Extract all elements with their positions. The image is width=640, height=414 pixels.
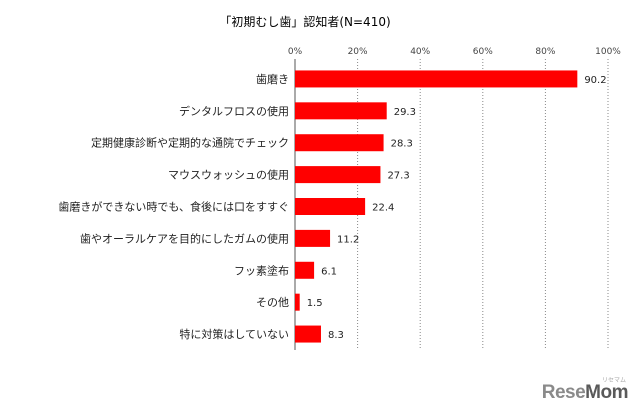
watermark-subtitle: リセマム <box>601 377 626 384</box>
bar <box>295 325 321 343</box>
value-label: 1.5 <box>307 298 323 309</box>
value-label: 27.3 <box>387 171 409 182</box>
category-label: 歯やオーラルケアを目的にしたガムの使用 <box>80 231 289 245</box>
category-label: 特に対策はしていない <box>179 327 289 341</box>
chart-title: 「初期むし歯」認知者(N=410) <box>219 14 390 29</box>
x-tick-label: 60% <box>473 47 493 57</box>
category-label: その他 <box>256 296 289 309</box>
category-label: マウスウォッシュの使用 <box>168 169 289 182</box>
value-label: 6.1 <box>321 266 337 277</box>
bar <box>295 70 578 88</box>
category-labels: 歯磨きデンタルフロスの使用定期健康診断や定期的な通院でチェックマウスウォッシュの… <box>58 73 289 341</box>
value-label: 8.3 <box>328 330 344 341</box>
category-label: デンタルフロスの使用 <box>179 104 289 118</box>
bar <box>295 261 315 279</box>
value-label: 22.4 <box>372 203 394 214</box>
x-tick-label: 40% <box>410 47 430 57</box>
x-tick-label: 100% <box>595 47 621 57</box>
value-label: 29.3 <box>394 107 416 118</box>
category-label: フッ素塗布 <box>234 263 289 277</box>
bar <box>295 166 381 184</box>
x-tick-label: 0% <box>288 47 303 57</box>
x-tick-labels: 0% 20% 40% 60% 80% 100% <box>288 47 621 57</box>
category-label: 定期健康診断や定期的な通院でチェック <box>91 136 289 150</box>
bar <box>295 102 387 120</box>
value-labels: 90.2 29.3 28.3 27.3 22.4 11.2 6.1 1.5 8.3 <box>307 75 607 341</box>
x-tick-label: 20% <box>348 47 368 57</box>
resemom-logo: ReseMom <box>541 382 629 403</box>
value-label: 90.2 <box>584 75 606 86</box>
value-label: 11.2 <box>337 234 359 245</box>
bars <box>295 70 578 343</box>
x-tick-label: 80% <box>535 47 555 57</box>
category-label: 歯磨きができない時でも、食後には口をすすぐ <box>58 200 289 214</box>
bar <box>295 134 384 152</box>
value-label: 28.3 <box>391 139 413 150</box>
bar <box>295 293 300 311</box>
bar <box>295 198 366 215</box>
category-label: 歯磨き <box>256 73 289 86</box>
bar <box>295 229 331 247</box>
